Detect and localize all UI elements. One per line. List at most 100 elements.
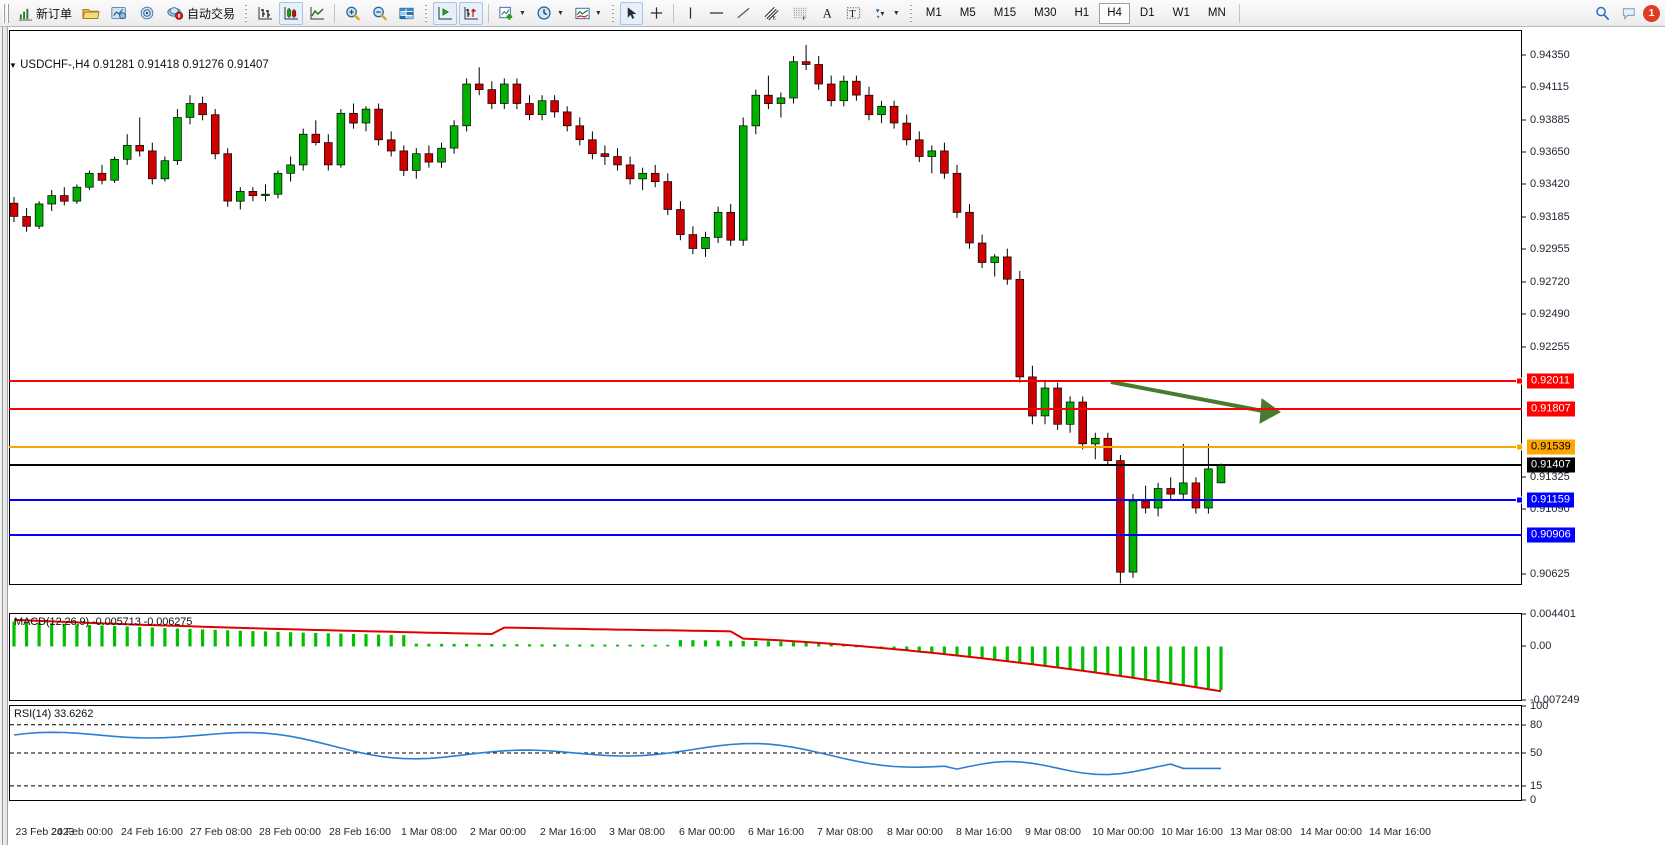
rsi-tick-label: 15	[1530, 779, 1543, 792]
rsi-pane[interactable]: RSI(14) 33.6262	[9, 705, 1522, 801]
zoom-out-button[interactable]	[367, 2, 392, 25]
horizontal-line-button[interactable]	[704, 2, 729, 25]
timeframe-w1[interactable]: W1	[1172, 7, 1190, 19]
period-dropdown-caret[interactable]: ▼	[556, 9, 564, 17]
new-chart-dropdown-caret[interactable]: ▼	[519, 9, 526, 17]
timeframe-m15[interactable]: M15	[993, 7, 1017, 19]
rsi-tick-mark	[1522, 724, 1526, 726]
auto-scroll-button[interactable]	[459, 1, 484, 25]
level-label-current-price[interactable]: 0.91407	[1527, 457, 1575, 473]
timeframe-mn[interactable]: MN	[1207, 7, 1226, 19]
level-label-support-1[interactable]: 0.91159	[1527, 492, 1574, 508]
timeframe-h4[interactable]: H4	[1099, 2, 1130, 24]
level-line-current-price[interactable]	[9, 464, 1522, 467]
equidistant-channel-button[interactable]: E	[758, 2, 785, 25]
macd-axis[interactable]: 0.004401 0.00 -0.007249	[1522, 608, 1665, 706]
data-window-button[interactable]	[394, 2, 419, 25]
folder-button[interactable]	[78, 2, 104, 25]
level-label-support-2[interactable]: 0.90906	[1527, 527, 1575, 543]
level-handle-support-1[interactable]	[1516, 496, 1523, 504]
time-tick-label: 14 Mar 16:00	[1369, 826, 1431, 838]
price-axis[interactable]: 0.94350 0.94115 0.93885 0.93650 0.93420 0.931…	[1522, 30, 1665, 585]
time-tick-label: 10 Mar 16:00	[1161, 826, 1223, 838]
shapes-button[interactable]: ▼	[868, 2, 904, 25]
price-pane[interactable]	[9, 30, 1522, 585]
toolbar-divider-2	[425, 4, 428, 22]
notifications-button[interactable]	[1617, 2, 1642, 25]
fibonacci-button[interactable]: F	[787, 2, 814, 25]
timeframe-h1[interactable]: H1	[1074, 7, 1090, 19]
price-tick-mark	[1522, 216, 1526, 218]
crosshair-icon	[650, 7, 662, 19]
svg-text:A: A	[823, 7, 832, 21]
period-button[interactable]: ▼	[532, 2, 568, 25]
candlestick-chart-button[interactable]	[279, 1, 304, 25]
chart-window-icon	[111, 7, 127, 20]
level-handle-resistance-1[interactable]	[1516, 377, 1523, 385]
timeframe-m30[interactable]: M30	[1034, 7, 1057, 19]
text-button[interactable]: A	[816, 2, 839, 25]
timeframe-m5[interactable]: M5	[959, 7, 976, 19]
signals-button[interactable]	[134, 2, 160, 25]
vertical-line-button[interactable]	[679, 2, 702, 25]
price-tick-mark	[1522, 119, 1526, 121]
time-tick-label: 2 Mar 00:00	[469, 826, 527, 838]
crosshair-button[interactable]	[645, 2, 668, 25]
toolbar-separator-3	[672, 3, 674, 23]
time-tick-label: 8 Mar 16:00	[955, 826, 1013, 838]
price-tick-mark	[1522, 281, 1526, 283]
price-tick-mark	[1522, 183, 1526, 185]
price-candlestick-canvas	[10, 44, 1281, 584]
zoom-out-icon	[373, 6, 387, 21]
auto-trading-button[interactable]: 自动交易	[162, 2, 239, 25]
new-order-button[interactable]: 新订单	[14, 2, 76, 25]
shift-chart-button[interactable]	[433, 1, 458, 25]
auto-scroll-icon	[464, 7, 479, 20]
indicators-dropdown-caret[interactable]: ▼	[594, 9, 602, 17]
text-label-button[interactable]: T	[841, 2, 866, 25]
timeframe-m1[interactable]: M1	[925, 7, 942, 19]
new-chart-button[interactable]: ▼	[494, 2, 530, 25]
equidistant-channel-icon: E	[764, 6, 779, 21]
price-tick-mark	[1522, 151, 1526, 153]
level-line-resistance-2[interactable]	[9, 408, 1522, 411]
cursor-button[interactable]	[619, 1, 643, 25]
search-button[interactable]	[1590, 2, 1615, 25]
time-tick-label: 8 Mar 00:00	[886, 826, 944, 838]
macd-tick-label: 0.00	[1530, 640, 1552, 653]
time-tick-label: 3 Mar 08:00	[608, 826, 666, 838]
price-tick-mark	[1522, 313, 1526, 315]
line-chart-icon	[310, 7, 325, 20]
level-line-support-2[interactable]	[9, 534, 1522, 537]
level-handle-pivot[interactable]	[1516, 443, 1523, 451]
trendline-button[interactable]	[731, 2, 756, 25]
hline-icon	[709, 12, 723, 14]
zoom-in-button[interactable]	[340, 2, 365, 25]
macd-label: MACD(12,26,9) -0.005713 -0.006275	[14, 616, 193, 628]
level-label-resistance-1[interactable]: 0.92011	[1527, 373, 1574, 389]
rsi-axis[interactable]: 100 80 50 15 0	[1522, 700, 1665, 806]
timeframe-d1[interactable]: D1	[1139, 7, 1155, 19]
chart-collapse-icon[interactable]: ▼	[9, 61, 17, 70]
auto-trading-icon	[167, 7, 184, 20]
level-label-pivot[interactable]: 0.91539	[1527, 439, 1575, 455]
chart-window-button[interactable]	[106, 2, 132, 25]
price-tick-label: 0.91325	[1530, 470, 1570, 483]
toolbar-separator-4	[1238, 3, 1240, 23]
level-line-support-1[interactable]	[9, 498, 1522, 501]
shapes-dropdown-caret[interactable]: ▼	[892, 9, 900, 17]
level-label-resistance-2[interactable]: 0.91807	[1527, 401, 1575, 417]
level-line-resistance-1[interactable]	[9, 379, 1522, 382]
time-axis[interactable]: 23 Feb 2023 24 Feb 00:00 24 Feb 16:00 27 Fe…	[9, 822, 1522, 845]
symbol-ohlc-text: USDCHF-,H4 0.91281 0.91418 0.91276 0.914…	[20, 59, 269, 71]
indicators-button[interactable]: ▼	[570, 2, 606, 25]
chart-scroll-rail[interactable]	[0, 27, 8, 845]
macd-pane[interactable]: MACD(12,26,9) -0.005713 -0.006275	[9, 613, 1522, 701]
toolbar-grip[interactable]	[3, 3, 10, 23]
bar-chart-button[interactable]	[253, 2, 277, 25]
auto-trading-label: 自动交易	[187, 6, 236, 21]
level-line-pivot[interactable]	[9, 445, 1522, 448]
line-chart-button[interactable]	[305, 2, 329, 25]
toolbar-divider-1	[245, 4, 248, 22]
folder-icon	[82, 8, 100, 19]
